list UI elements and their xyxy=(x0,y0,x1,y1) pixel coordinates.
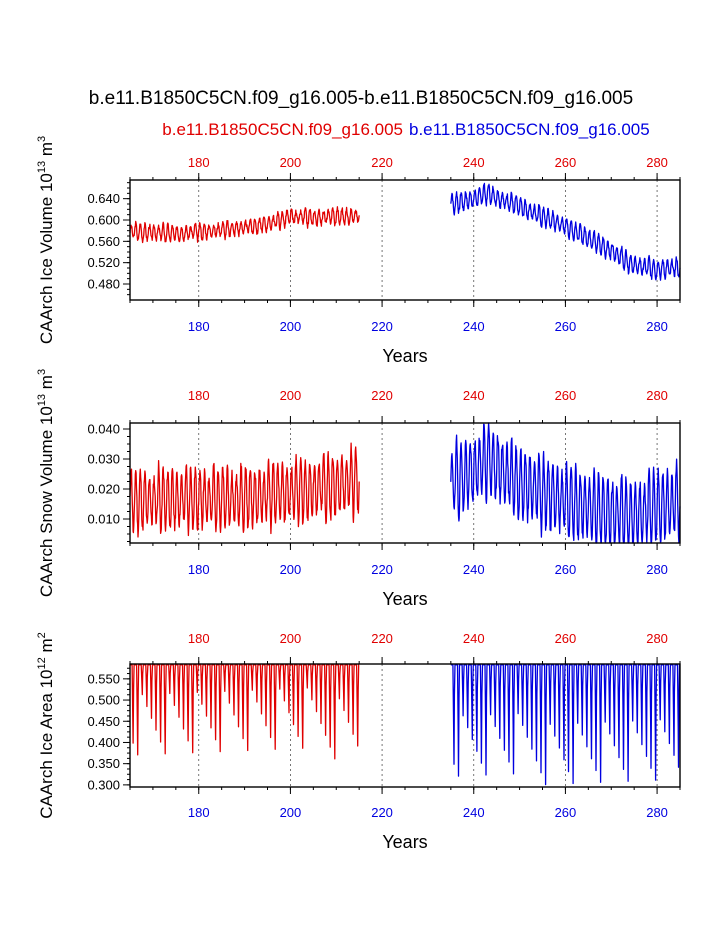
chart-panel-ice-area: 0.300 0.350 0.400 0.450 0.500 0.550 180 180 200 2… xyxy=(36,631,681,852)
x-tick-label-top: 260 xyxy=(555,155,577,170)
y-axis-title: CAArch Snow Volume 1013 m3 xyxy=(36,369,56,597)
series-line-2 xyxy=(450,664,681,786)
x-tick-label-top: 260 xyxy=(555,631,577,646)
y-tick-label: 0.520 xyxy=(87,255,120,270)
x-tick-label-top: 240 xyxy=(463,631,485,646)
y-tick-label: 0.010 xyxy=(87,512,120,527)
y-title-part: m xyxy=(37,375,56,394)
x-tick-label-top: 280 xyxy=(646,155,668,170)
series-line-2 xyxy=(450,182,681,281)
legend-series-2: b.e11.B1850C5CN.f09_g16.005 xyxy=(409,120,650,139)
x-tick-label-top: 200 xyxy=(280,388,302,403)
y-title-part: 2 xyxy=(36,632,48,638)
y-title-part: 12 xyxy=(36,657,48,669)
series-line-1 xyxy=(129,442,360,538)
y-tick-label: 0.640 xyxy=(87,191,120,206)
x-tick-label-top: 180 xyxy=(188,155,210,170)
y-title-part: 3 xyxy=(36,136,48,142)
x-tick-label-bottom: 220 xyxy=(371,562,393,577)
y-tick-label: 0.350 xyxy=(87,756,120,771)
x-tick-label-top: 240 xyxy=(463,388,485,403)
x-tick-label-bottom: 180 xyxy=(188,319,210,334)
x-tick-label-bottom: 280 xyxy=(646,562,668,577)
y-title-part: 10 xyxy=(37,173,56,192)
x-tick-label-bottom: 280 xyxy=(646,805,668,820)
x-tick-label-bottom: 220 xyxy=(371,319,393,334)
x-tick-label-bottom: 260 xyxy=(555,562,577,577)
x-tick-label-top: 220 xyxy=(371,631,393,646)
chart-panel-ice-volume: 0.480 0.520 0.560 0.600 0.640 180 180 200 200 220… xyxy=(36,136,681,366)
y-title-part: 13 xyxy=(36,161,48,173)
y-axis-title: CAArch Ice Volume 1013 m3 xyxy=(36,136,56,344)
x-tick-label-bottom: 200 xyxy=(280,805,302,820)
x-tick-label-bottom: 260 xyxy=(555,319,577,334)
x-tick-label-top: 200 xyxy=(280,631,302,646)
x-tick-label-bottom: 260 xyxy=(555,805,577,820)
x-tick-label-top: 260 xyxy=(555,388,577,403)
y-tick-label: 0.030 xyxy=(87,452,120,467)
x-tick-label-top: 280 xyxy=(646,388,668,403)
series-line-1 xyxy=(129,206,360,244)
x-tick-label-bottom: 240 xyxy=(463,562,485,577)
y-title-part: 13 xyxy=(36,394,48,406)
x-tick-label-bottom: 200 xyxy=(280,562,302,577)
y-title-part: CAArch Ice Area xyxy=(37,688,56,818)
x-tick-label-bottom: 180 xyxy=(188,562,210,577)
x-tick-label-bottom: 220 xyxy=(371,805,393,820)
y-tick-label: 0.600 xyxy=(87,213,120,228)
x-tick-label-top: 200 xyxy=(280,155,302,170)
x-tick-label-top: 220 xyxy=(371,155,393,170)
x-tick-label-bottom: 240 xyxy=(463,805,485,820)
x-tick-label-top: 220 xyxy=(371,388,393,403)
series-line-1 xyxy=(130,664,360,760)
y-tick-label: 0.480 xyxy=(87,277,120,292)
y-tick-label: 0.040 xyxy=(87,422,120,437)
y-title-part: m xyxy=(37,142,56,161)
y-tick-label: 0.450 xyxy=(87,714,120,729)
y-title-part: 10 xyxy=(37,669,56,688)
x-tick-label-bottom: 200 xyxy=(280,319,302,334)
x-tick-label-top: 240 xyxy=(463,155,485,170)
legend-series-1: b.e11.B1850C5CN.f09_g16.005 xyxy=(162,120,403,139)
y-tick-label: 0.560 xyxy=(87,234,120,249)
x-axis-title: Years xyxy=(382,589,427,609)
series-line-2 xyxy=(450,422,681,544)
y-tick-label: 0.020 xyxy=(87,482,120,497)
y-title-part: CAArch Ice Volume xyxy=(37,192,56,344)
y-tick-label: 0.500 xyxy=(87,693,120,708)
figure-title: b.e11.B1850C5CN.f09_g16.005-b.e11.B1850C… xyxy=(89,88,633,109)
x-tick-label-bottom: 280 xyxy=(646,319,668,334)
x-tick-label-top: 280 xyxy=(646,631,668,646)
y-axis-title: CAArch Ice Area 1012 m2 xyxy=(36,632,56,819)
x-axis-title: Years xyxy=(382,346,427,366)
x-tick-label-top: 180 xyxy=(188,631,210,646)
x-tick-label-bottom: 180 xyxy=(188,805,210,820)
x-tick-label-top: 180 xyxy=(188,388,210,403)
y-title-part: 10 xyxy=(37,406,56,425)
x-axis-title: Years xyxy=(382,832,427,852)
y-tick-label: 0.300 xyxy=(87,777,120,792)
y-title-part: CAArch Snow Volume xyxy=(37,425,56,597)
plot-frame xyxy=(129,663,681,788)
y-tick-label: 0.400 xyxy=(87,735,120,750)
y-tick-label: 0.550 xyxy=(87,671,120,686)
chart-panel-snow-volume: 0.010 0.020 0.030 0.040 180 180 200 200 220 220 24… xyxy=(36,369,681,609)
x-tick-label-bottom: 240 xyxy=(463,319,485,334)
y-title-part: m xyxy=(37,638,56,657)
y-title-part: 3 xyxy=(36,369,48,375)
